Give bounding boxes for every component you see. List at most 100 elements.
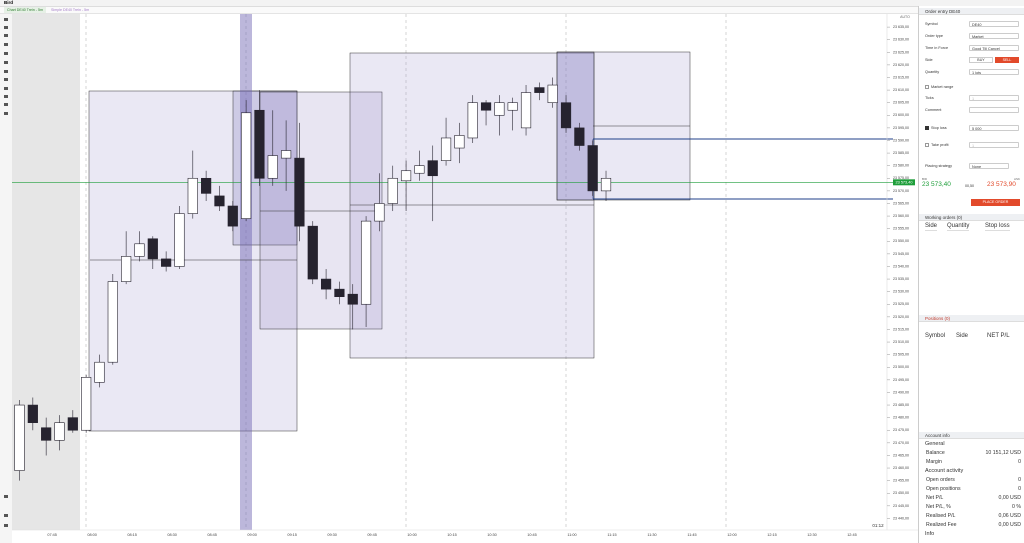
candle-body bbox=[214, 195, 225, 207]
input[interactable]: 5 000 bbox=[969, 125, 1019, 131]
account-value: 0 bbox=[1018, 486, 1021, 492]
candle-body bbox=[414, 165, 425, 174]
candle-body bbox=[320, 278, 332, 290]
tool-icon[interactable] bbox=[4, 43, 8, 46]
tool-icon[interactable] bbox=[4, 18, 8, 21]
tab[interactable]: Simple DE40 Trein - 5m bbox=[51, 8, 90, 12]
candle-body bbox=[201, 177, 212, 194]
x-tick-label: 12:45 bbox=[847, 533, 857, 537]
candle-body bbox=[67, 417, 78, 431]
candle-body bbox=[507, 102, 518, 111]
input[interactable]: Market bbox=[969, 33, 1019, 39]
x-tick-label: 11:45 bbox=[687, 533, 696, 537]
tab-bar: Chart DE40 Trein - 5m Simple DE40 Trein … bbox=[0, 7, 918, 14]
account-field: Net P/L, % bbox=[926, 504, 951, 510]
tool-icon[interactable] bbox=[4, 78, 8, 81]
column-header: Side bbox=[956, 333, 969, 339]
input[interactable]: 1 lots bbox=[969, 69, 1019, 75]
account-field: Net P/L bbox=[926, 495, 944, 501]
candle-body bbox=[227, 205, 238, 227]
y-tick-label: 23 440,00 bbox=[893, 516, 909, 520]
section-header[interactable]: General bbox=[925, 441, 945, 447]
section-header[interactable]: Account activity bbox=[925, 468, 964, 474]
candle-body bbox=[241, 112, 252, 219]
column-header: Side bbox=[925, 223, 938, 231]
y-tick-label: 23 535,00 bbox=[893, 277, 909, 281]
last-price-tag bbox=[893, 179, 915, 186]
spread: 00,50 bbox=[965, 184, 974, 188]
candle-body bbox=[187, 177, 198, 214]
field-label: Take profit bbox=[931, 143, 949, 147]
section-header[interactable]: Info bbox=[925, 531, 935, 537]
y-tick-label: 23 625,00 bbox=[893, 50, 909, 54]
y-tick-label: 23 615,00 bbox=[893, 75, 909, 79]
scale-mode[interactable]: AUTO bbox=[900, 15, 910, 19]
y-tick-label: 23 465,00 bbox=[893, 453, 909, 457]
place-order-button[interactable]: PLACE ORDER bbox=[971, 199, 1020, 206]
y-tick-label: 23 515,00 bbox=[893, 327, 909, 331]
column-header: Symbol bbox=[925, 333, 946, 339]
tool-icon[interactable] bbox=[4, 112, 8, 115]
candle-body bbox=[281, 150, 292, 159]
tool-icon[interactable] bbox=[4, 34, 8, 37]
tool-icon[interactable] bbox=[4, 524, 8, 527]
column-header: NET P/L bbox=[987, 333, 1010, 339]
account-value: 0,06 USD bbox=[998, 513, 1022, 519]
candle-body bbox=[121, 256, 132, 282]
candle-body bbox=[360, 220, 372, 305]
input[interactable]: DE40 bbox=[969, 21, 1019, 27]
x-tick-label: 09:30 bbox=[327, 533, 337, 537]
account-value: 0,00 USD bbox=[998, 495, 1022, 501]
input[interactable]: 1 bbox=[969, 95, 1019, 101]
candle-body bbox=[534, 87, 545, 93]
x-tick-label: 09:15 bbox=[287, 533, 297, 537]
x-tick-label: 09:00 bbox=[247, 533, 257, 537]
sell-button[interactable]: SELL bbox=[995, 57, 1019, 63]
bar-countdown: 01:12 bbox=[872, 523, 884, 528]
tool-icon[interactable] bbox=[4, 95, 8, 98]
checkbox[interactable] bbox=[925, 85, 929, 89]
app-title: Bird bbox=[4, 0, 13, 5]
y-tick-label: 23 540,00 bbox=[893, 264, 909, 268]
input[interactable]: None bbox=[969, 163, 1009, 169]
checkbox[interactable] bbox=[925, 126, 929, 130]
zone-band[interactable] bbox=[240, 14, 252, 530]
tool-icon[interactable] bbox=[4, 61, 8, 64]
input[interactable] bbox=[969, 107, 1019, 113]
account-field: Open orders bbox=[926, 477, 955, 483]
tool-icon[interactable] bbox=[4, 495, 8, 498]
tab[interactable]: Chart DE40 Trein - 5m bbox=[4, 7, 46, 13]
candle-body bbox=[560, 102, 572, 129]
y-tick-label: 23 545,00 bbox=[893, 252, 909, 256]
y-tick-label: 23 575,00 bbox=[893, 176, 909, 180]
column-header: Quantity bbox=[947, 223, 970, 231]
x-tick-label: 10:00 bbox=[407, 533, 417, 537]
drawings bbox=[88, 14, 893, 530]
checkbox[interactable] bbox=[925, 143, 929, 147]
y-tick-label: 23 595,00 bbox=[893, 126, 909, 130]
y-tick-label: 23 600,00 bbox=[893, 113, 909, 117]
candle-body bbox=[520, 92, 532, 129]
title-bar: Bird bbox=[0, 0, 1024, 7]
tool-icon[interactable] bbox=[4, 87, 8, 90]
tool-icon[interactable] bbox=[4, 103, 8, 106]
y-tick-label: 23 630,00 bbox=[893, 38, 909, 42]
y-tick-label: 23 470,00 bbox=[893, 441, 909, 445]
tool-icon[interactable] bbox=[4, 52, 8, 55]
field-label: BID bbox=[922, 177, 928, 181]
tool-icon[interactable] bbox=[4, 514, 8, 517]
y-tick-label: 23 520,00 bbox=[893, 315, 909, 319]
panel-header: Positions (0) bbox=[919, 315, 1024, 322]
tool-icon[interactable] bbox=[4, 70, 8, 73]
tool-icon[interactable] bbox=[4, 26, 8, 29]
y-tick-label: 23 590,00 bbox=[893, 138, 909, 142]
input[interactable]: 1 bbox=[969, 142, 1019, 148]
candle-body bbox=[440, 137, 452, 161]
y-tick-label: 23 510,00 bbox=[893, 340, 909, 344]
field-label: Quantity bbox=[925, 70, 940, 74]
y-tick-label: 23 610,00 bbox=[893, 88, 909, 92]
input[interactable]: Good Till Cancel bbox=[969, 45, 1019, 51]
buy-button[interactable]: BUY bbox=[969, 57, 993, 63]
x-tick-label: 11:15 bbox=[607, 533, 616, 537]
